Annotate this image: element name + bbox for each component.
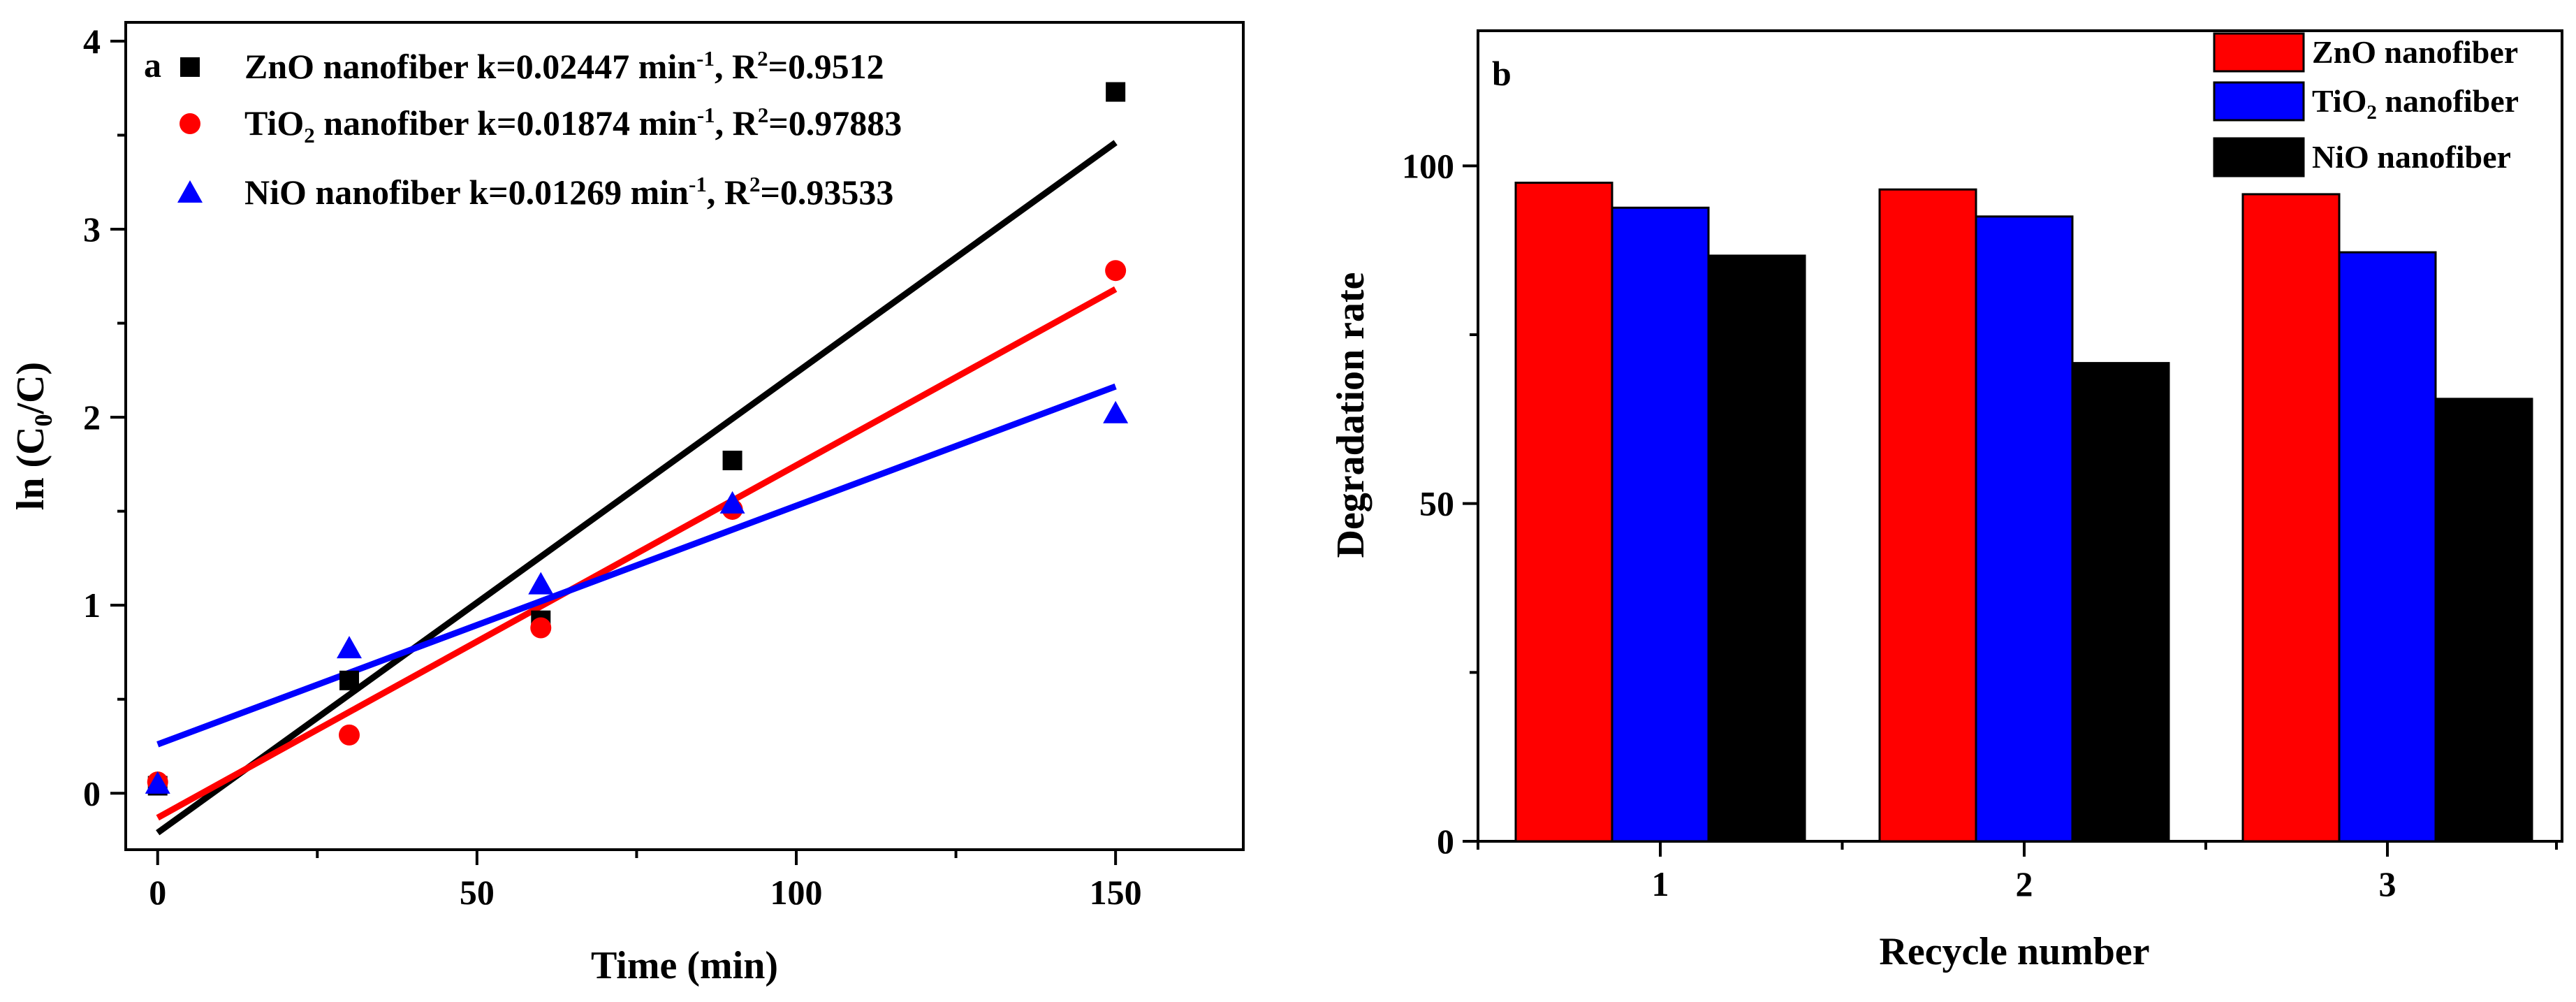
data-point-0-1 [339, 670, 359, 690]
data-point-2-2 [528, 572, 554, 595]
data-point-2-1 [337, 636, 362, 659]
data-point-2-3 [719, 491, 745, 514]
bar-1-0 [1611, 206, 1710, 843]
legend-entry-0: ZnO nanofiber k=0.02447 min-1, R2=0.9512 [244, 46, 884, 86]
x-tick-label-b: 3 [2379, 864, 2396, 903]
legend-swatch-b-1 [2213, 81, 2305, 122]
x-tick-label: 100 [770, 873, 823, 912]
x-tick-label: 150 [1090, 873, 1142, 912]
bar-0-0 [1514, 182, 1613, 843]
y-tick-label: 0 [83, 774, 101, 813]
x-axis-label: Time (min) [591, 944, 778, 987]
chart-a: 0 50 100 150 0 1 2 3 4 Time (min) ln (C0/C) a ZnO na… [9, 21, 1245, 987]
bar-0-2 [2241, 193, 2341, 843]
x-tick-label-b: 2 [2016, 864, 2033, 903]
legend-marker-1 [180, 113, 200, 134]
y-axis-label: ln (C0/C) [9, 362, 57, 510]
y-axis-label-group: ln (C0/C) [9, 362, 57, 510]
bar-2-0 [1707, 254, 1806, 843]
bar-2-2 [2434, 398, 2533, 843]
x-axis-label-b: Recycle number [1879, 930, 2149, 973]
data-point-0-4 [1106, 82, 1126, 102]
bar-0-1 [1878, 188, 1977, 843]
legend-swatch-b-0 [2213, 32, 2305, 73]
fit-line-0 [156, 140, 1118, 836]
legend-entry-2: NiO nanofiber k=0.01269 min-1, R2=0.9353… [244, 172, 893, 212]
fit-line-1 [156, 286, 1118, 821]
data-point-1-4 [1105, 260, 1127, 282]
data-point-1-1 [339, 724, 360, 746]
panel-label-b: b [1492, 54, 1512, 93]
legend-entry-b-1: TiO2 nanofiber [2312, 83, 2519, 124]
legend-entry-b-2: NiO nanofiber [2312, 139, 2511, 175]
legend-marker-2 [177, 180, 203, 203]
y-tick-label: 1 [83, 586, 101, 625]
legend-entry-1: TiO2 nanofiber k=0.01874 min-1, R2=0.978… [244, 103, 902, 147]
plot-frame [124, 21, 1245, 851]
legend-entry-b-0: ZnO nanofiber [2312, 34, 2518, 70]
bar-1-2 [2338, 251, 2437, 843]
legend-swatch-b-2 [2213, 137, 2305, 177]
legend-marker-0 [180, 57, 200, 77]
data-point-2-4 [1103, 400, 1129, 423]
chart-b: 0 50 100 1 2 3 Recycle number Degradation rate b… [1329, 29, 2563, 973]
panel-label-a: a [144, 45, 161, 85]
data-point-1-2 [530, 617, 552, 639]
y-tick-label: 2 [83, 398, 101, 437]
y-tick-label-b: 0 [1437, 822, 1454, 861]
x-tick-label: 50 [460, 873, 495, 912]
y-tick-label: 3 [83, 210, 101, 249]
y-tick-label-b: 50 [1419, 484, 1454, 523]
x-tick-label-b: 1 [1652, 864, 1669, 903]
bar-2-1 [2071, 362, 2170, 843]
fit-line-2 [156, 383, 1117, 748]
data-point-2-0 [145, 771, 170, 794]
bar-1-1 [1975, 215, 2074, 843]
y-tick-label: 4 [83, 22, 101, 61]
y-tick-label-b: 100 [1402, 146, 1454, 185]
y-axis-label-b: Degradation rate [1329, 272, 1373, 558]
data-point-0-3 [722, 450, 742, 470]
x-tick-label: 0 [149, 873, 166, 912]
